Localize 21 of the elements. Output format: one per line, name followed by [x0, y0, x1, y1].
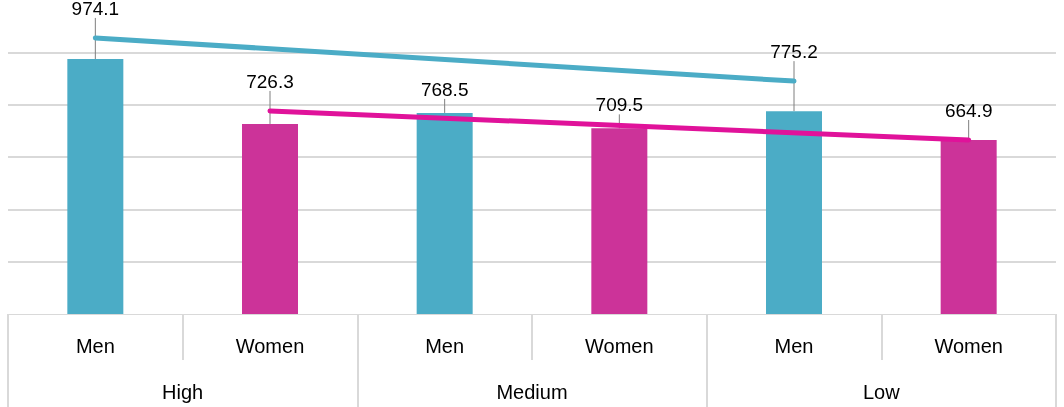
- data-label: 768.5: [420, 78, 469, 100]
- bar: [242, 123, 298, 314]
- data-label: 709.5: [595, 94, 644, 116]
- data-label: 775.2: [770, 41, 818, 63]
- data-label: 726.3: [246, 70, 294, 92]
- bar: [591, 128, 648, 314]
- text: Low: [862, 381, 901, 403]
- text: Medium: [496, 381, 568, 403]
- x-tick-label: Women: [934, 335, 1003, 357]
- data-label: 664.9: [944, 99, 993, 121]
- bar: [766, 111, 822, 314]
- x-tick-label: Men: [774, 335, 814, 357]
- bar: [416, 112, 473, 314]
- x-tick-label: Women: [585, 335, 654, 357]
- data-label: 974.1: [71, 0, 120, 19]
- x-tick-label: Men: [425, 335, 465, 357]
- text: High: [162, 381, 204, 403]
- bar: [940, 140, 997, 314]
- bar: [67, 59, 124, 314]
- x-tick-label: Women: [235, 335, 305, 357]
- x-tick-label: Men: [75, 335, 115, 357]
